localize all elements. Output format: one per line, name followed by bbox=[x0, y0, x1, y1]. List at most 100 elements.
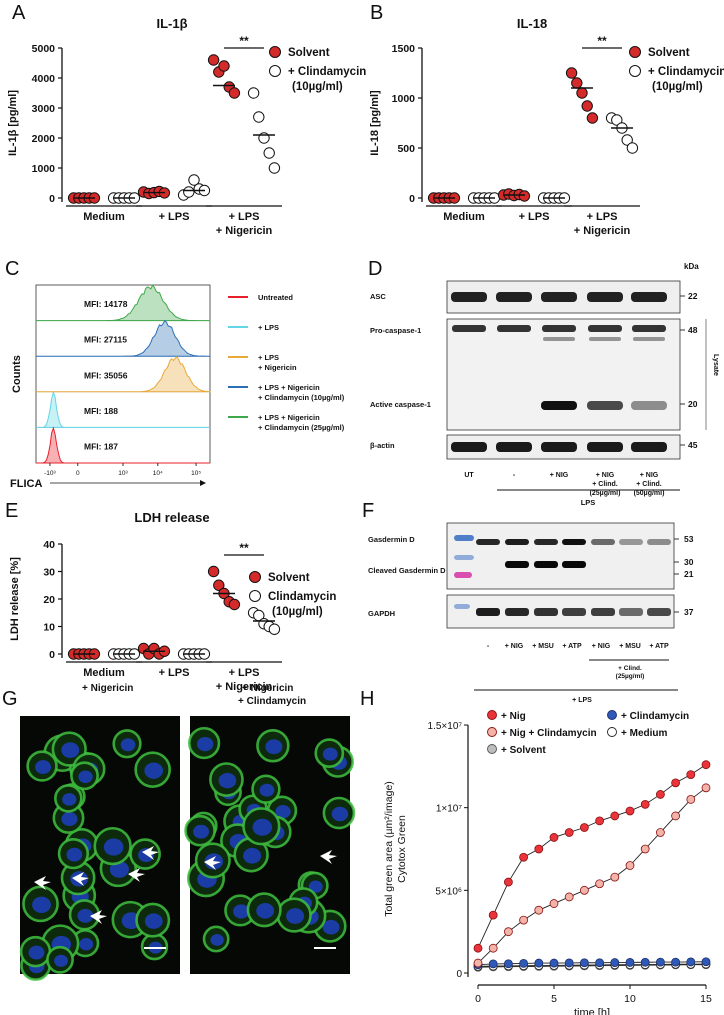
clindamycin-point bbox=[253, 111, 265, 123]
caspase-western-blot: kDa ASC 22 Pro-caspase-1 48 Active caspase-1 2… bbox=[370, 262, 719, 507]
group-label-lps-nig-2: + Nigericin bbox=[216, 681, 273, 693]
series-point bbox=[519, 959, 529, 968]
legend-label: + Nig + Clindamycin bbox=[501, 728, 597, 739]
cell-nucleus bbox=[322, 919, 340, 935]
series-point bbox=[503, 959, 513, 969]
series-point bbox=[640, 957, 650, 967]
arrow-marker bbox=[204, 856, 221, 870]
clindamycin-point bbox=[188, 174, 200, 186]
panel-letter-a: A bbox=[12, 2, 26, 24]
y-tick-label: 0 bbox=[49, 649, 55, 661]
legend-clindamycin-label: Clindamycin bbox=[268, 591, 336, 603]
legend-label-2: + Clindamycin (25µg/ml) bbox=[258, 423, 345, 432]
band-asc bbox=[631, 292, 667, 302]
cell-nucleus bbox=[79, 938, 94, 951]
y-axis-label-1: Total green area (µm²/image) bbox=[383, 781, 395, 917]
series-line bbox=[477, 961, 707, 966]
band-active-caspase bbox=[541, 401, 577, 410]
legend-clindamycin-conc: (10µg/ml) bbox=[292, 81, 343, 93]
band-procaspase bbox=[452, 325, 486, 332]
solvent-point bbox=[586, 112, 599, 124]
il18-chart: IL-18 0 500 1000 1500 IL-18 [pg/ml] Medium + LP… bbox=[369, 16, 724, 237]
legend-solvent-label: Solvent bbox=[268, 572, 310, 584]
lps-label: LPS bbox=[581, 498, 596, 507]
series-point bbox=[610, 958, 620, 967]
y-tick-label: 500 bbox=[397, 143, 415, 155]
mfi-label: MFI: 187 bbox=[84, 441, 118, 451]
band-cleaved-gasdermin bbox=[505, 561, 529, 568]
band-gapdh bbox=[505, 608, 529, 616]
legend-label: + Clindamycin bbox=[621, 711, 689, 722]
cell-nucleus bbox=[66, 847, 83, 862]
group-label-medium: Medium bbox=[443, 211, 485, 223]
ladder-band bbox=[454, 535, 474, 541]
cell-nucleus bbox=[61, 811, 78, 827]
kda-label: 37 bbox=[684, 607, 694, 617]
legend-marker bbox=[487, 744, 497, 754]
lane-label: + MSU bbox=[619, 643, 641, 650]
blot-row-label: GAPDH bbox=[368, 609, 395, 618]
clindamycin-point bbox=[621, 134, 633, 146]
histogram-curve bbox=[36, 356, 211, 393]
arrow-marker bbox=[72, 872, 89, 886]
legend-label: Untreated bbox=[258, 293, 293, 302]
cell-nucleus bbox=[196, 736, 214, 752]
x-tick-label: 0 bbox=[475, 993, 481, 1005]
il1b-chart: IL-1β 0 1000 2000 3000 4000 5000 IL-1β [pg/ml] M… bbox=[7, 16, 366, 237]
group-label-medium: Medium bbox=[83, 667, 125, 679]
band-actin bbox=[587, 442, 623, 452]
lane-label: + NIG bbox=[505, 643, 524, 650]
solvent-point bbox=[207, 565, 220, 578]
series-point bbox=[595, 958, 605, 968]
ldh-release-chart: LDH release 0 10 20 30 40 LDH release [%] Mediu… bbox=[9, 510, 336, 693]
lane-label: UT bbox=[464, 472, 474, 479]
histogram-frame bbox=[35, 284, 211, 464]
band-gapdh bbox=[562, 608, 586, 616]
cell-nucleus bbox=[265, 739, 283, 755]
blot-row-label: Pro-caspase-1 bbox=[370, 326, 421, 335]
lane-label: - bbox=[513, 472, 516, 479]
legend-solvent-marker bbox=[269, 46, 281, 58]
series-point bbox=[473, 958, 483, 968]
cell-nucleus bbox=[144, 913, 163, 929]
series-point bbox=[488, 910, 498, 920]
series-point bbox=[564, 828, 574, 837]
y-tick-label: 3000 bbox=[32, 103, 56, 115]
series-point bbox=[655, 957, 665, 967]
arrow-marker bbox=[320, 850, 337, 864]
band-gapdh bbox=[534, 608, 558, 616]
x-tick-label: 10⁵ bbox=[191, 470, 201, 477]
y-tick-label: 1000 bbox=[392, 93, 416, 105]
series-point bbox=[534, 958, 544, 968]
cell-nucleus bbox=[252, 818, 273, 836]
mfi-label: MFI: 188 bbox=[84, 406, 118, 416]
solvent-point bbox=[213, 579, 225, 591]
x-tick-label: 10⁴ bbox=[153, 470, 163, 477]
legend-solvent-marker bbox=[629, 46, 641, 58]
cell-nucleus bbox=[28, 945, 45, 960]
legend-label: + LPS + Nigericin bbox=[258, 383, 320, 392]
series-point bbox=[564, 958, 574, 968]
legend-label: + Medium bbox=[621, 728, 668, 739]
band-gasdermin bbox=[647, 539, 671, 545]
clind-label: + Clind. bbox=[618, 665, 642, 672]
gasdermin-western-blot: Gasdermin D Cleaved Gasdermin D GAPDH 53 30 2… bbox=[368, 522, 694, 704]
series-point bbox=[579, 958, 589, 968]
y-tick-label: 0 bbox=[456, 969, 462, 980]
cell-nucleus bbox=[109, 861, 129, 878]
cell-nucleus bbox=[77, 908, 94, 923]
y-tick-label: 1×10⁷ bbox=[436, 804, 463, 815]
histogram-curve bbox=[36, 284, 211, 322]
band-gasdermin bbox=[562, 539, 586, 545]
y-tick-label: 5×10⁶ bbox=[435, 886, 462, 897]
solvent-point bbox=[565, 67, 578, 79]
group-label-medium: Medium bbox=[83, 211, 125, 223]
kda-label: 20 bbox=[688, 399, 698, 409]
clindamycin-point bbox=[626, 142, 639, 154]
y-tick-label: 5000 bbox=[32, 43, 56, 55]
series-point bbox=[625, 958, 635, 967]
cell-nucleus bbox=[35, 760, 51, 774]
series-point bbox=[579, 823, 589, 832]
panel-letter-d: D bbox=[368, 258, 383, 280]
cell-nucleus bbox=[322, 747, 338, 761]
